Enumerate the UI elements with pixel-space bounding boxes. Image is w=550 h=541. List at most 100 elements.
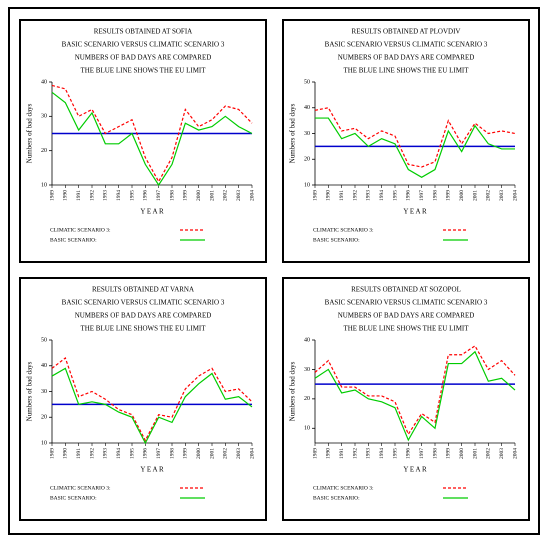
panel-frame (282, 277, 530, 521)
chart-panel: RESULTS OBTAINED AT VARNA BASIC SCENARIO … (19, 277, 267, 521)
legend-label: BASIC SCENARIO: (50, 495, 97, 501)
x-tick-label: 1994 (379, 190, 385, 201)
x-axis-label: Y E A R (403, 208, 427, 216)
x-tick-label: 1995 (129, 448, 135, 459)
y-tick-label: 20 (41, 148, 47, 154)
x-axis-label: Y E A R (140, 208, 164, 216)
chart-title: THE BLUE LINE SHOWS THE EU LIMIT (80, 67, 206, 75)
y-tick-label: 50 (41, 337, 47, 343)
y-tick-label: 10 (304, 182, 310, 188)
x-tick-label: 2002 (223, 190, 229, 201)
outer-frame (8, 7, 540, 535)
series-line (51, 367, 253, 445)
y-tick-label: 10 (41, 182, 47, 188)
x-tick-label: 1997 (156, 448, 162, 459)
chart-panel: RESULTS OBTAINED AT SOFIA BASIC SCENARIO … (19, 19, 267, 263)
x-tick-label: 1995 (129, 190, 135, 201)
x-tick-label: 1993 (103, 448, 109, 459)
chart-title: THE BLUE LINE SHOWS THE EU LIMIT (343, 67, 469, 75)
x-tick-label: 1995 (392, 190, 398, 201)
y-tick-label: 40 (41, 79, 47, 85)
chart-title: THE BLUE LINE SHOWS THE EU LIMIT (80, 325, 206, 333)
chart-panel: RESULTS OBTAINED AT PLOVDIV BASIC SCENARI… (282, 19, 530, 263)
x-tick-label: 1989 (49, 190, 55, 201)
y-tick-label: 30 (41, 389, 47, 395)
legend-label: BASIC SCENARIO: (313, 495, 360, 501)
x-tick-label: 1999 (183, 448, 189, 459)
x-tick-label: 2003 (499, 190, 505, 201)
chart-title: RESULTS OBTAINED AT SOZOPOL (351, 286, 461, 294)
legend-label: BASIC SCENARIO: (50, 237, 97, 243)
x-tick-label: 2004 (249, 448, 255, 459)
x-tick-label: 2000 (196, 448, 202, 459)
x-axis-label: Y E A R (140, 466, 164, 474)
y-tick-label: 20 (304, 396, 310, 402)
chart-title: BASIC SCENARIO VERSUS CLIMATIC SCENARIO … (325, 299, 488, 307)
x-tick-label: 1998 (432, 448, 438, 459)
x-tick-label: 1992 (352, 190, 358, 201)
chart-title: RESULTS OBTAINED AT SOFIA (94, 28, 192, 36)
y-tick-label: 40 (304, 337, 310, 343)
x-tick-label: 1995 (392, 448, 398, 459)
x-tick-label: 2001 (472, 448, 478, 459)
y-axis-label: Numbers of bad days (289, 361, 297, 421)
x-tick-label: 2001 (472, 190, 478, 201)
x-tick-label: 2002 (223, 448, 229, 459)
x-tick-label: 1996 (406, 190, 412, 201)
y-tick-label: 40 (41, 363, 47, 369)
x-tick-label: 1999 (446, 190, 452, 201)
x-tick-label: 1998 (432, 190, 438, 201)
y-tick-label: 10 (41, 440, 47, 446)
x-tick-label: 1992 (89, 448, 95, 459)
x-tick-label: 1997 (419, 448, 425, 459)
panel-frame (282, 19, 530, 263)
x-tick-label: 2002 (486, 448, 492, 459)
x-tick-label: 1989 (312, 190, 318, 201)
x-tick-label: 2003 (236, 448, 242, 459)
chart-title: RESULTS OBTAINED AT PLOVDIV (352, 28, 461, 36)
series-line (51, 84, 253, 183)
x-tick-label: 1994 (116, 190, 122, 201)
panel-frame (19, 277, 267, 521)
chart-title: BASIC SCENARIO VERSUS CLIMATIC SCENARIO … (325, 41, 488, 49)
x-tick-label: 2000 (459, 448, 465, 459)
chart-title: NUMBERS OF BAD DAYS ARE COMPARED (75, 54, 212, 62)
x-tick-label: 1990 (63, 190, 69, 201)
series-line (51, 357, 253, 442)
x-tick-label: 1997 (156, 190, 162, 201)
series-line (314, 107, 516, 168)
x-tick-label: 2001 (209, 448, 215, 459)
y-axis-label: Numbers of bad days (26, 103, 34, 163)
y-tick-label: 50 (304, 79, 310, 85)
series-line (51, 91, 253, 187)
x-tick-label: 1989 (312, 448, 318, 459)
x-tick-label: 1989 (49, 448, 55, 459)
x-tick-label: 1992 (352, 448, 358, 459)
legend-label: BASIC SCENARIO: (313, 237, 360, 243)
chart-title: BASIC SCENARIO VERSUS CLIMATIC SCENARIO … (62, 41, 225, 49)
x-tick-label: 1993 (103, 190, 109, 201)
x-tick-label: 1993 (366, 190, 372, 201)
y-axis-label: Numbers of bad days (26, 361, 34, 421)
y-tick-label: 10 (304, 426, 310, 432)
chart-title: NUMBERS OF BAD DAYS ARE COMPARED (338, 312, 475, 320)
x-tick-label: 2002 (486, 190, 492, 201)
legend-label: CLIMATIC SCENARIO 3: (313, 227, 374, 233)
legend-label: CLIMATIC SCENARIO 3: (50, 485, 111, 491)
chart-title: BASIC SCENARIO VERSUS CLIMATIC SCENARIO … (62, 299, 225, 307)
series-line (314, 350, 516, 442)
chart-title: THE BLUE LINE SHOWS THE EU LIMIT (343, 325, 469, 333)
y-tick-label: 30 (304, 131, 310, 137)
x-tick-label: 1991 (76, 448, 82, 459)
chart-title: NUMBERS OF BAD DAYS ARE COMPARED (75, 312, 212, 320)
x-tick-label: 1991 (339, 448, 345, 459)
x-tick-label: 2000 (459, 190, 465, 201)
x-tick-label: 1999 (446, 448, 452, 459)
x-tick-label: 1998 (169, 448, 175, 459)
x-tick-label: 2000 (196, 190, 202, 201)
x-tick-label: 2003 (499, 448, 505, 459)
chart-title: NUMBERS OF BAD DAYS ARE COMPARED (338, 54, 475, 62)
y-tick-label: 40 (304, 105, 310, 111)
x-tick-label: 1991 (339, 190, 345, 201)
